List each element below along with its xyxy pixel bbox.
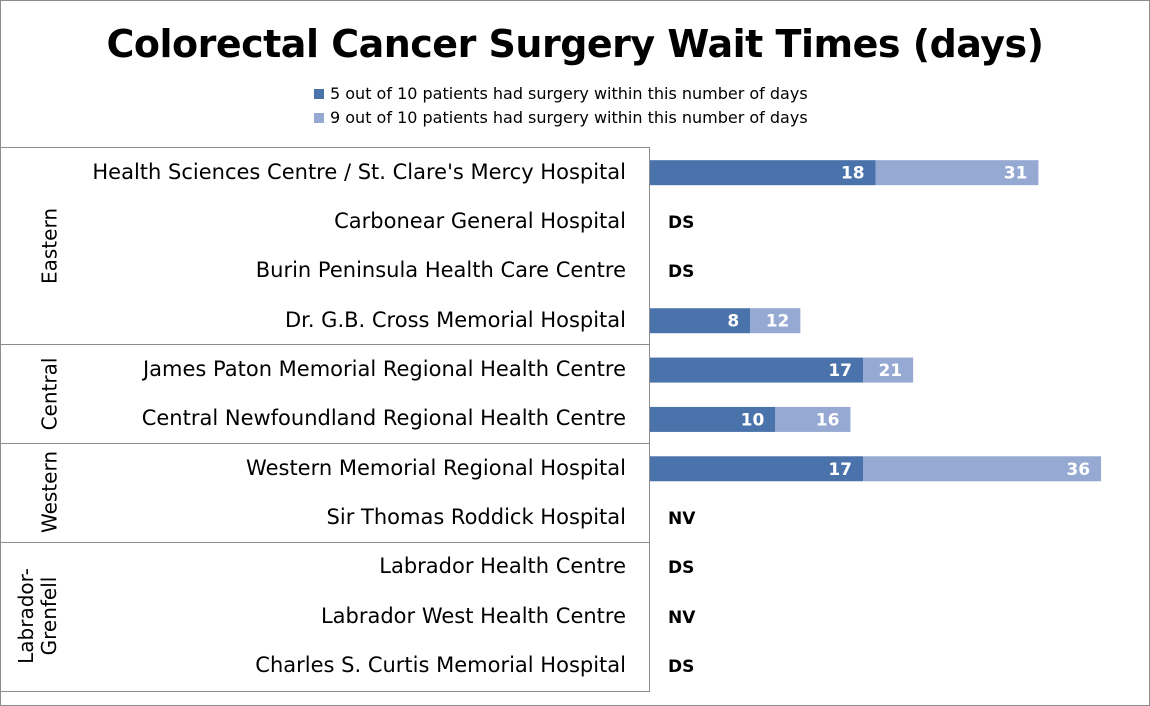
bar-median	[650, 160, 876, 186]
hospital-label: Labrador West Health Centre	[320, 603, 626, 628]
hospital-label: Burin Peninsula Health Care Centre	[255, 258, 626, 283]
legend-label-median: 5 out of 10 patients had surgery within …	[330, 84, 808, 103]
legend-swatch-90th	[314, 113, 324, 123]
bar-value-label-median: 18	[841, 164, 865, 184]
bar-90th	[863, 456, 1102, 482]
bar-90th	[750, 308, 801, 334]
bar-value-label-median: 8	[727, 312, 739, 332]
hospital-label: Western Memorial Regional Hospital	[246, 455, 626, 480]
region-label: Western	[37, 451, 62, 534]
data-note-marker: DS	[668, 213, 695, 234]
chart-title: Colorectal Cancer Surgery Wait Times (da…	[106, 22, 1044, 66]
bar-value-label-median: 10	[741, 410, 765, 430]
bar-value-label-90th: 12	[766, 312, 790, 332]
region-label: Labrador- Grenfell	[14, 567, 61, 664]
region-separator	[0, 344, 650, 346]
bar-90th	[775, 406, 851, 432]
hospital-table	[0, 147, 650, 692]
bar-90th	[875, 160, 1039, 186]
data-note-marker: NV	[668, 607, 696, 628]
legend-item-90th: 9 out of 10 patients had surgery within …	[314, 108, 808, 128]
bar-median	[650, 308, 751, 334]
bar-value-label-median: 17	[828, 361, 852, 381]
bar-value-label-90th: 31	[1004, 164, 1028, 184]
hospital-label: Charles S. Curtis Memorial Hospital	[255, 653, 626, 678]
bar-median	[650, 406, 776, 432]
hospital-label: Labrador Health Centre	[379, 554, 626, 579]
hospital-label: Central Newfoundland Regional Health Cen…	[141, 406, 626, 431]
region-label: Eastern	[37, 207, 62, 284]
legend-swatch-median	[314, 89, 324, 99]
bar-value-label-90th: 36	[1066, 460, 1090, 480]
hospital-label: Health Sciences Centre / St. Clare's Mer…	[92, 159, 626, 184]
legend-label-90th: 9 out of 10 patients had surgery within …	[330, 108, 808, 127]
bar-median	[650, 456, 864, 482]
region-label: Central	[37, 357, 62, 431]
hospital-label: Dr. G.B. Cross Memorial Hospital	[284, 307, 626, 332]
data-note-marker: NV	[668, 509, 696, 530]
region-separator	[0, 443, 650, 445]
hospital-label: Sir Thomas Roddick Hospital	[326, 505, 626, 530]
data-note-marker: DS	[668, 262, 695, 283]
bar-value-label-median: 17	[828, 460, 852, 480]
hospital-label: Carbonear General Hospital	[334, 209, 626, 234]
data-note-marker: DS	[668, 558, 695, 579]
hospital-label: James Paton Memorial Regional Health Cen…	[142, 357, 626, 382]
bar-value-label-90th: 16	[816, 410, 840, 430]
bar-90th	[863, 357, 914, 383]
bar-value-label-90th: 21	[878, 361, 902, 381]
data-note-marker: DS	[668, 657, 695, 678]
bar-median	[650, 357, 864, 383]
legend-item-median: 5 out of 10 patients had surgery within …	[314, 84, 808, 104]
region-separator	[0, 541, 650, 543]
